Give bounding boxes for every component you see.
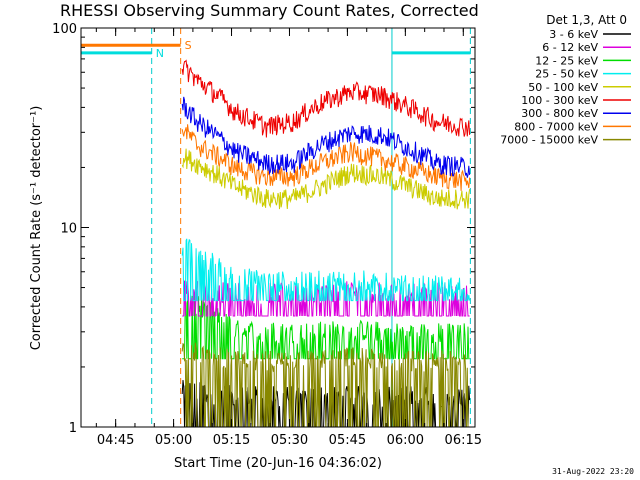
legend-title: Det 1,3, Att 0 [546, 13, 627, 27]
chart-title: RHESSI Observing Summary Count Rates, Co… [60, 1, 479, 20]
axes [80, 27, 476, 428]
y-tick-label-1: 10 [60, 222, 77, 237]
x-axis-label: Start Time (20-Jun-16 04:36:02) [174, 456, 382, 471]
legend-entry-label-0: 3 - 6 keV [549, 28, 598, 41]
legend-entry-label-8: 7000 - 15000 keV [500, 134, 598, 147]
observing-flags: SN [81, 39, 471, 60]
timestamp-stamp: 31-Aug-2022 23:20 [552, 467, 634, 476]
flag-label-1: N [156, 47, 164, 60]
series-line-4 [181, 148, 471, 210]
series-line-5 [181, 59, 471, 138]
y-axis-label: Corrected Count Rate (s⁻¹ detector⁻¹) [29, 106, 44, 351]
legend-entry-label-5: 100 - 300 keV [521, 94, 598, 107]
series-line-2 [182, 295, 470, 360]
legend-entry-label-4: 50 - 100 keV [528, 81, 598, 94]
legend-entry-label-3: 25 - 50 keV [535, 68, 598, 81]
flag-label-0: S [185, 39, 192, 52]
legend-entry-label-7: 800 - 7000 keV [514, 120, 598, 133]
x-tick-label-4: 05:45 [329, 433, 366, 448]
x-tick-label-6: 06:15 [445, 433, 482, 448]
legend-entry-label-2: 12 - 25 keV [535, 54, 598, 67]
legend-entry-label-6: 300 - 800 keV [521, 107, 598, 120]
tick-marks [81, 27, 475, 428]
tick-labels: 04:45 05:00 05:15 05:30 05:45 06:00 06:15 1 10 10… [52, 22, 482, 448]
x-tick-label-5: 06:00 [387, 433, 424, 448]
series-line-7 [181, 124, 471, 191]
series-line-1 [182, 280, 470, 317]
x-tick-label-2: 05:15 [213, 433, 250, 448]
series-line-3 [181, 238, 471, 302]
series-line-6 [181, 96, 471, 178]
plot-frame [80, 27, 476, 428]
series-lines [181, 59, 471, 428]
y-tick-label-2: 100 [52, 22, 77, 37]
x-tick-label-1: 05:00 [155, 433, 192, 448]
x-tick-label-0: 04:45 [97, 433, 134, 448]
legend-entry-label-1: 6 - 12 keV [542, 41, 598, 54]
x-tick-label-3: 05:30 [271, 433, 308, 448]
y-tick-label-0: 1 [69, 421, 77, 436]
